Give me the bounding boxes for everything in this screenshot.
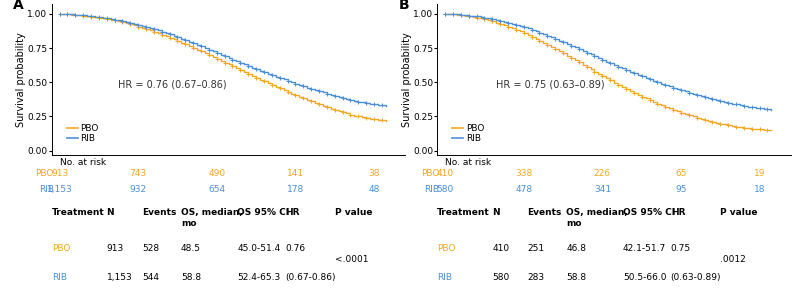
Text: OS, median,
mo: OS, median, mo (566, 209, 628, 228)
Text: Treatment: Treatment (437, 209, 490, 217)
Text: 341: 341 (594, 185, 611, 194)
Legend: PBO, RIB: PBO, RIB (64, 120, 103, 147)
Text: 48.5: 48.5 (180, 244, 201, 253)
Text: (0.63-0.89): (0.63-0.89) (671, 273, 721, 282)
Text: HR = 0.76 (0.67–0.86): HR = 0.76 (0.67–0.86) (118, 80, 227, 90)
Text: 58.8: 58.8 (566, 273, 587, 282)
Text: 42.1-51.7: 42.1-51.7 (623, 244, 666, 253)
Text: 251: 251 (527, 244, 545, 253)
Text: HR: HR (671, 209, 685, 217)
Text: 38: 38 (368, 169, 380, 178)
Text: RIB: RIB (437, 273, 452, 282)
Text: No. at risk: No. at risk (445, 158, 491, 167)
Text: 58.8: 58.8 (180, 273, 201, 282)
Text: 0.75: 0.75 (671, 244, 691, 253)
Text: 141: 141 (287, 169, 304, 178)
Text: 544: 544 (142, 273, 159, 282)
Text: 283: 283 (527, 273, 545, 282)
Text: Treatment: Treatment (52, 209, 104, 217)
Text: 65: 65 (675, 169, 687, 178)
Text: 46.8: 46.8 (566, 244, 587, 253)
Text: 654: 654 (208, 185, 225, 194)
Y-axis label: Survival probability: Survival probability (401, 32, 412, 127)
Text: B: B (398, 0, 409, 12)
Text: 226: 226 (594, 169, 611, 178)
Text: N: N (107, 209, 114, 217)
Text: 48: 48 (368, 185, 380, 194)
Legend: PBO, RIB: PBO, RIB (449, 120, 488, 147)
Text: 19: 19 (754, 169, 766, 178)
Text: 932: 932 (130, 185, 147, 194)
Text: <.0001: <.0001 (335, 255, 368, 264)
Text: PBO: PBO (52, 244, 70, 253)
Y-axis label: Survival probability: Survival probability (16, 32, 26, 127)
Text: P value: P value (720, 209, 758, 217)
Text: 52.4-65.3: 52.4-65.3 (238, 273, 281, 282)
Text: 45.0-51.4: 45.0-51.4 (238, 244, 281, 253)
Text: 95: 95 (675, 185, 687, 194)
Text: 50.5-66.0: 50.5-66.0 (623, 273, 666, 282)
Text: Events: Events (142, 209, 176, 217)
Text: HR: HR (285, 209, 300, 217)
Text: OS 95% CI: OS 95% CI (623, 209, 675, 217)
Text: (0.67-0.86): (0.67-0.86) (285, 273, 335, 282)
Text: 580: 580 (436, 185, 454, 194)
Text: 178: 178 (287, 185, 304, 194)
Text: 913: 913 (51, 169, 68, 178)
Text: 1,153: 1,153 (107, 273, 132, 282)
Text: 478: 478 (515, 185, 533, 194)
Text: .0012: .0012 (720, 255, 746, 264)
Text: RIB: RIB (52, 273, 67, 282)
Text: 580: 580 (492, 273, 510, 282)
Text: 338: 338 (515, 169, 533, 178)
Text: RIB: RIB (425, 185, 439, 194)
Text: 0.76: 0.76 (285, 244, 305, 253)
Text: 743: 743 (130, 169, 147, 178)
Text: PBO: PBO (421, 169, 439, 178)
Text: PBO: PBO (437, 244, 456, 253)
Text: No. at risk: No. at risk (60, 158, 106, 167)
Text: Events: Events (527, 209, 562, 217)
Text: N: N (492, 209, 500, 217)
Text: 490: 490 (208, 169, 225, 178)
Text: HR = 0.75 (0.63–0.89): HR = 0.75 (0.63–0.89) (496, 80, 605, 90)
Text: 1,153: 1,153 (47, 185, 72, 194)
Text: 410: 410 (492, 244, 510, 253)
Text: 410: 410 (436, 169, 454, 178)
Text: P value: P value (335, 209, 372, 217)
Text: RIB: RIB (39, 185, 53, 194)
Text: 528: 528 (142, 244, 159, 253)
Text: 913: 913 (107, 244, 124, 253)
Text: PBO: PBO (35, 169, 53, 178)
Text: 18: 18 (754, 185, 766, 194)
Text: OS 95% CI: OS 95% CI (238, 209, 289, 217)
Text: OS, median,
mo: OS, median, mo (180, 209, 242, 228)
Text: A: A (13, 0, 24, 12)
